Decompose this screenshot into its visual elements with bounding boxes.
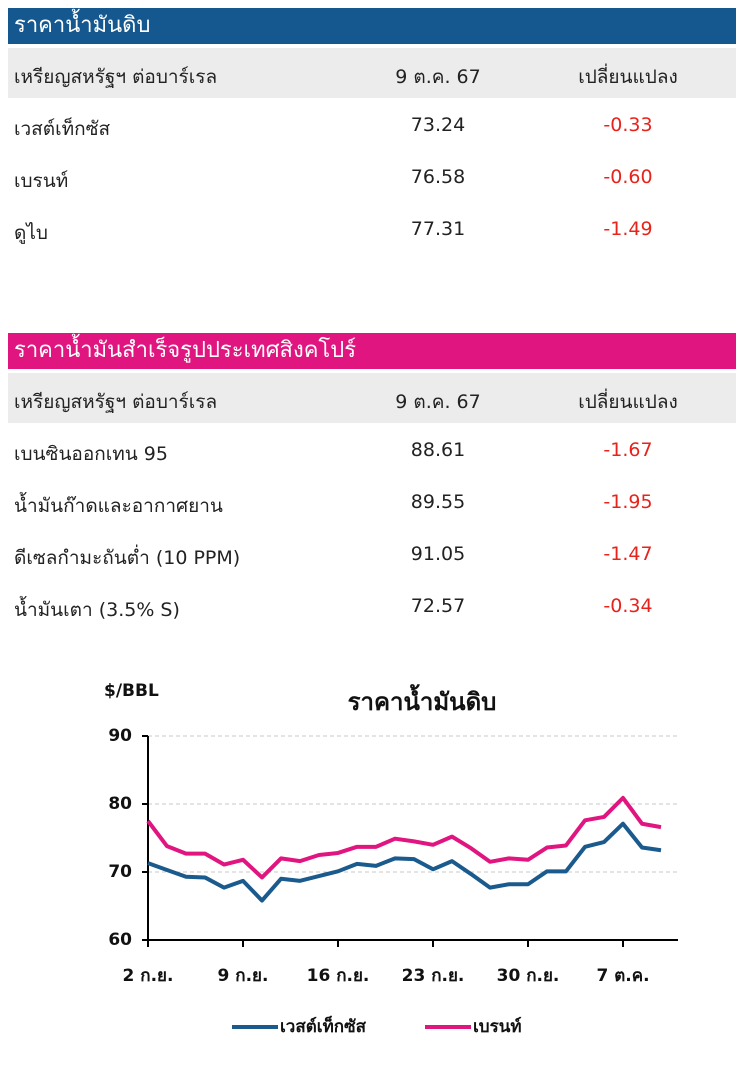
column-header: 9 ต.ค. 67 bbox=[395, 391, 481, 413]
cell: -0.33 bbox=[603, 114, 653, 136]
cell: -0.60 bbox=[603, 166, 653, 188]
table-row: น้ำมันเตา (3.5% S) 72.57 -0.34 bbox=[8, 581, 736, 631]
table-row: ดูไบ 77.31 -1.49 bbox=[8, 204, 736, 254]
cell: น้ำมันเตา (3.5% S) bbox=[14, 599, 180, 621]
y-tick-label: 80 bbox=[108, 794, 132, 814]
cell: 89.55 bbox=[410, 491, 466, 513]
cell: -1.67 bbox=[603, 439, 653, 461]
table-title: ราคาน้ำมันสำเร็จรูปประเทศสิงคโปร์ bbox=[8, 333, 736, 369]
cell: -1.49 bbox=[603, 218, 653, 240]
y-axis-label: $/BBL bbox=[104, 681, 159, 701]
table-row: เวสต์เท็กซัส 73.24 -0.33 bbox=[8, 100, 736, 150]
cell: 72.57 bbox=[410, 595, 466, 617]
y-tick-label: 60 bbox=[108, 930, 132, 950]
legend-label: เบรนท์ bbox=[473, 1016, 522, 1037]
table-row: เบรนท์ 76.58 -0.60 bbox=[8, 152, 736, 202]
column-header: เหรียญสหรัฐฯ ต่อบาร์เรล bbox=[14, 391, 218, 413]
cell: ดูไบ bbox=[14, 222, 48, 244]
table: ราคาน้ำมันสำเร็จรูปประเทศสิงคโปร์เหรียญส… bbox=[8, 333, 736, 631]
cell: 91.05 bbox=[410, 543, 466, 565]
cell: เวสต์เท็กซัส bbox=[14, 118, 111, 140]
cell: -1.47 bbox=[603, 543, 653, 565]
line bbox=[146, 795, 662, 880]
column-header: เหรียญสหรัฐฯ ต่อบาร์เรล bbox=[14, 66, 218, 88]
table-title: ราคาน้ำมันดิบ bbox=[8, 8, 736, 44]
cell: 88.61 bbox=[410, 439, 466, 461]
table: ราคาน้ำมันดิบเหรียญสหรัฐฯ ต่อบาร์เรล 9 ต.… bbox=[8, 8, 736, 254]
chart-title: ราคาน้ำมันดิบ bbox=[348, 683, 497, 716]
column-header: เปลี่ยนแปลง bbox=[578, 66, 678, 88]
line bbox=[147, 821, 662, 903]
x-tick-label: 2 ก.ย. bbox=[123, 966, 174, 986]
header-row: เหรียญสหรัฐฯ ต่อบาร์เรล 9 ต.ค. 67 เปลี่ยนแ… bbox=[8, 373, 736, 423]
x-tick-label: 16 ก.ย. bbox=[307, 966, 370, 986]
cell: เบนซินออกเทน 95 bbox=[14, 443, 168, 465]
x-tick-label: 30 ก.ย. bbox=[497, 966, 560, 986]
cell: เบรนท์ bbox=[14, 170, 69, 192]
column-header: เปลี่ยนแปลง bbox=[578, 391, 678, 413]
x-tick-label: 23 ก.ย. bbox=[402, 966, 465, 986]
y-tick-label: 70 bbox=[108, 862, 132, 882]
cell: ดีเซลกำมะถันต่ำ (10 PPM) bbox=[14, 547, 241, 569]
y-tick-label: 90 bbox=[108, 726, 132, 746]
cell: 76.58 bbox=[410, 166, 466, 188]
cell: -1.95 bbox=[603, 491, 653, 513]
table-row: ดีเซลกำมะถันต่ำ (10 PPM) 91.05 -1.47 bbox=[8, 529, 736, 579]
header-row: เหรียญสหรัฐฯ ต่อบาร์เรล 9 ต.ค. 67 เปลี่ยนแ… bbox=[8, 48, 736, 98]
x-tick-label: 7 ต.ค. bbox=[596, 966, 649, 986]
cell: น้ำมันก๊าดและอากาศยาน bbox=[14, 495, 223, 517]
cell: -0.34 bbox=[603, 595, 653, 617]
cell: 77.31 bbox=[410, 218, 466, 240]
table-row: น้ำมันก๊าดและอากาศยาน 89.55 -1.95 bbox=[8, 477, 736, 527]
chart: ราคาน้ำมันดิบ $/BBL 60 70 80 90 2 ก.ย. 9 ก.ย.… bbox=[104, 681, 678, 1037]
x-tick-label: 9 ก.ย. bbox=[218, 966, 269, 986]
table-row: เบนซินออกเทน 95 88.61 -1.67 bbox=[8, 425, 736, 475]
legend-label: เวสต์เท็กซัส bbox=[280, 1014, 367, 1037]
column-header: 9 ต.ค. 67 bbox=[395, 66, 481, 88]
cell: 73.24 bbox=[410, 114, 466, 136]
